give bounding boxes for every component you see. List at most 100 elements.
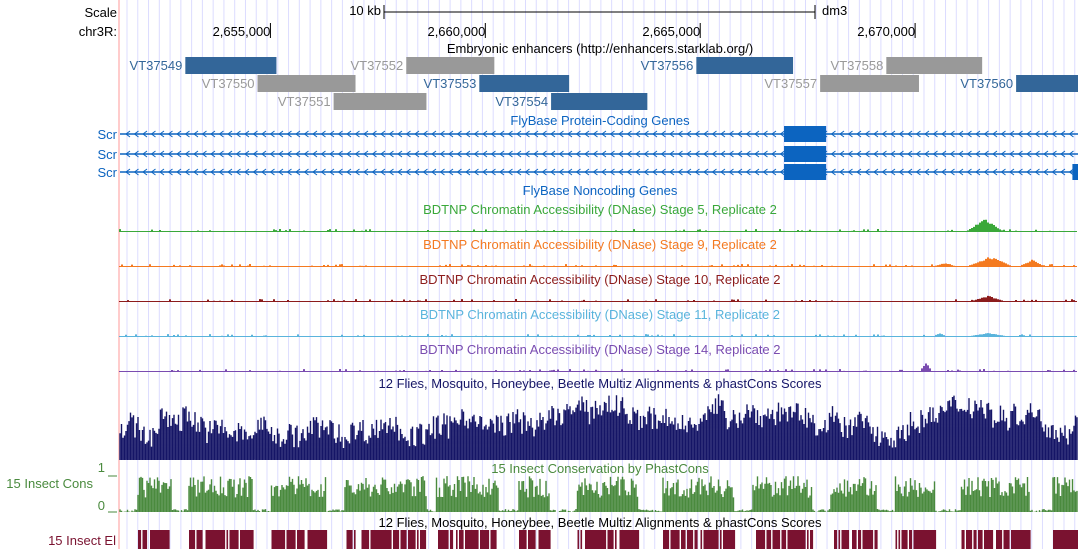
- strand-arrow: [618, 168, 624, 176]
- dnase-track-title[interactable]: BDTNP Chromatin Accessibility (DNase) St…: [423, 237, 777, 252]
- multiz-track-title[interactable]: 12 Flies, Mosquito, Honeybee, Beetle Mul…: [379, 376, 822, 391]
- enhancer-feature[interactable]: [406, 57, 495, 74]
- phastcons-side-label[interactable]: 15 Insect Cons: [6, 476, 93, 491]
- strand-arrow: [550, 130, 556, 138]
- strand-arrow: [558, 150, 564, 158]
- scale-bar: [383, 5, 816, 19]
- strand-arrow: [745, 168, 751, 176]
- ruler-tick-label: 2,660,000: [427, 24, 485, 39]
- strand-arrow: [771, 130, 777, 138]
- conserved-element: [612, 530, 614, 549]
- strand-arrow: [958, 130, 964, 138]
- phastcons-track-title[interactable]: 15 Insect Conservation by PhastCons: [491, 461, 709, 476]
- enhancer-feature[interactable]: [333, 93, 427, 110]
- enhancer-label[interactable]: VT37560: [960, 76, 1013, 91]
- strand-arrow: [1051, 150, 1057, 158]
- strand-arrow: [881, 150, 887, 158]
- strand-arrow: [1017, 130, 1023, 138]
- enhancer-feature[interactable]: [696, 57, 794, 74]
- genes-track-title[interactable]: FlyBase Protein-Coding Genes: [510, 113, 690, 128]
- strand-arrow: [754, 168, 760, 176]
- conserved-element: [490, 530, 493, 549]
- conserved-element: [1062, 530, 1064, 549]
- conserved-element: [778, 530, 781, 549]
- strand-arrow: [303, 168, 309, 176]
- conserved-element: [586, 530, 589, 549]
- strand-arrow: [626, 130, 632, 138]
- conserved-element: [528, 530, 530, 549]
- dnase-track-title[interactable]: BDTNP Chromatin Accessibility (DNase) St…: [420, 307, 780, 322]
- strand-arrow: [924, 150, 930, 158]
- enhancer-feature[interactable]: [257, 75, 356, 92]
- conserved-element: [867, 530, 869, 549]
- conserved-element: [577, 530, 580, 549]
- enhancer-label[interactable]: VT37551: [278, 94, 331, 109]
- multiz-wiggle: [119, 394, 1078, 460]
- conserved-element: [712, 530, 715, 549]
- conserved-element: [543, 530, 545, 549]
- enhancer-feature[interactable]: [551, 93, 648, 110]
- enhancer-feature[interactable]: [1016, 75, 1078, 92]
- conserved-element: [759, 530, 761, 549]
- strand-arrow: [694, 168, 700, 176]
- conserved-element: [924, 530, 926, 549]
- conserved-element: [276, 530, 278, 549]
- gene-label[interactable]: Scr: [98, 165, 118, 180]
- enhancers-track-title[interactable]: Embryonic enhancers (http://enhancers.st…: [447, 41, 753, 56]
- conserved-element: [1006, 530, 1009, 549]
- strand-arrow: [286, 150, 292, 158]
- multiz2-track-title[interactable]: 12 Flies, Mosquito, Honeybee, Beetle Mul…: [379, 515, 822, 530]
- strand-arrow: [728, 168, 734, 176]
- strand-arrow: [1068, 130, 1074, 138]
- conserved-element: [450, 530, 452, 549]
- enhancer-label[interactable]: VT37556: [641, 58, 694, 73]
- enhancer-label[interactable]: VT37554: [495, 94, 548, 109]
- strand-arrow: [975, 150, 981, 158]
- scale-label: Scale: [84, 5, 117, 20]
- enhancer-label[interactable]: VT37552: [350, 58, 403, 73]
- noncoding-track-title[interactable]: FlyBase Noncoding Genes: [523, 183, 678, 198]
- strand-arrow: [609, 168, 615, 176]
- strand-arrow: [890, 168, 896, 176]
- enhancer-label[interactable]: VT37549: [130, 58, 183, 73]
- enhancer-feature[interactable]: [886, 57, 983, 74]
- genes-track: Scr Scr Scr: [98, 126, 1078, 180]
- dnase-signal: [119, 295, 1077, 302]
- enhancer-label[interactable]: VT37553: [424, 76, 477, 91]
- conserved-element: [1015, 530, 1018, 549]
- conserved-element: [585, 530, 587, 549]
- gene-label[interactable]: Scr: [98, 127, 118, 142]
- dnase-track-title[interactable]: BDTNP Chromatin Accessibility (DNase) St…: [423, 202, 777, 217]
- strand-arrow: [516, 168, 522, 176]
- enhancer-label[interactable]: VT37558: [831, 58, 884, 73]
- gene-label[interactable]: Scr: [98, 147, 118, 162]
- conserved-element: [165, 530, 167, 549]
- conserved-element: [720, 530, 722, 549]
- strand-arrow: [184, 150, 190, 158]
- dnase-track-title[interactable]: BDTNP Chromatin Accessibility (DNase) St…: [419, 342, 780, 357]
- enhancer-feature[interactable]: [479, 75, 570, 92]
- conserved-element: [1066, 530, 1069, 549]
- strand-arrow: [550, 150, 556, 158]
- enhancer-feature[interactable]: [185, 57, 277, 74]
- elements-side-label[interactable]: 15 Insect El: [48, 533, 116, 548]
- enhancer-label[interactable]: VT37550: [202, 76, 255, 91]
- conserved-element: [456, 530, 458, 549]
- conserved-element: [546, 530, 548, 549]
- dnase-track-title[interactable]: BDTNP Chromatin Accessibility (DNase) St…: [419, 272, 780, 287]
- conserved-element: [766, 530, 769, 549]
- enhancer-feature[interactable]: [820, 75, 919, 92]
- conserved-element: [732, 530, 734, 549]
- strand-arrow: [592, 150, 598, 158]
- strand-arrow: [490, 168, 496, 176]
- enhancer-label[interactable]: VT37557: [764, 76, 817, 91]
- conserved-element: [589, 530, 592, 549]
- conserved-element: [157, 530, 160, 549]
- conserved-element: [841, 530, 844, 549]
- conserved-element: [274, 530, 277, 549]
- dnase-tracks: BDTNP Chromatin Accessibility (DNase) St…: [119, 202, 1077, 372]
- dnase-signal: [119, 363, 1077, 372]
- conserved-element: [541, 530, 544, 549]
- conserved-element: [315, 530, 317, 549]
